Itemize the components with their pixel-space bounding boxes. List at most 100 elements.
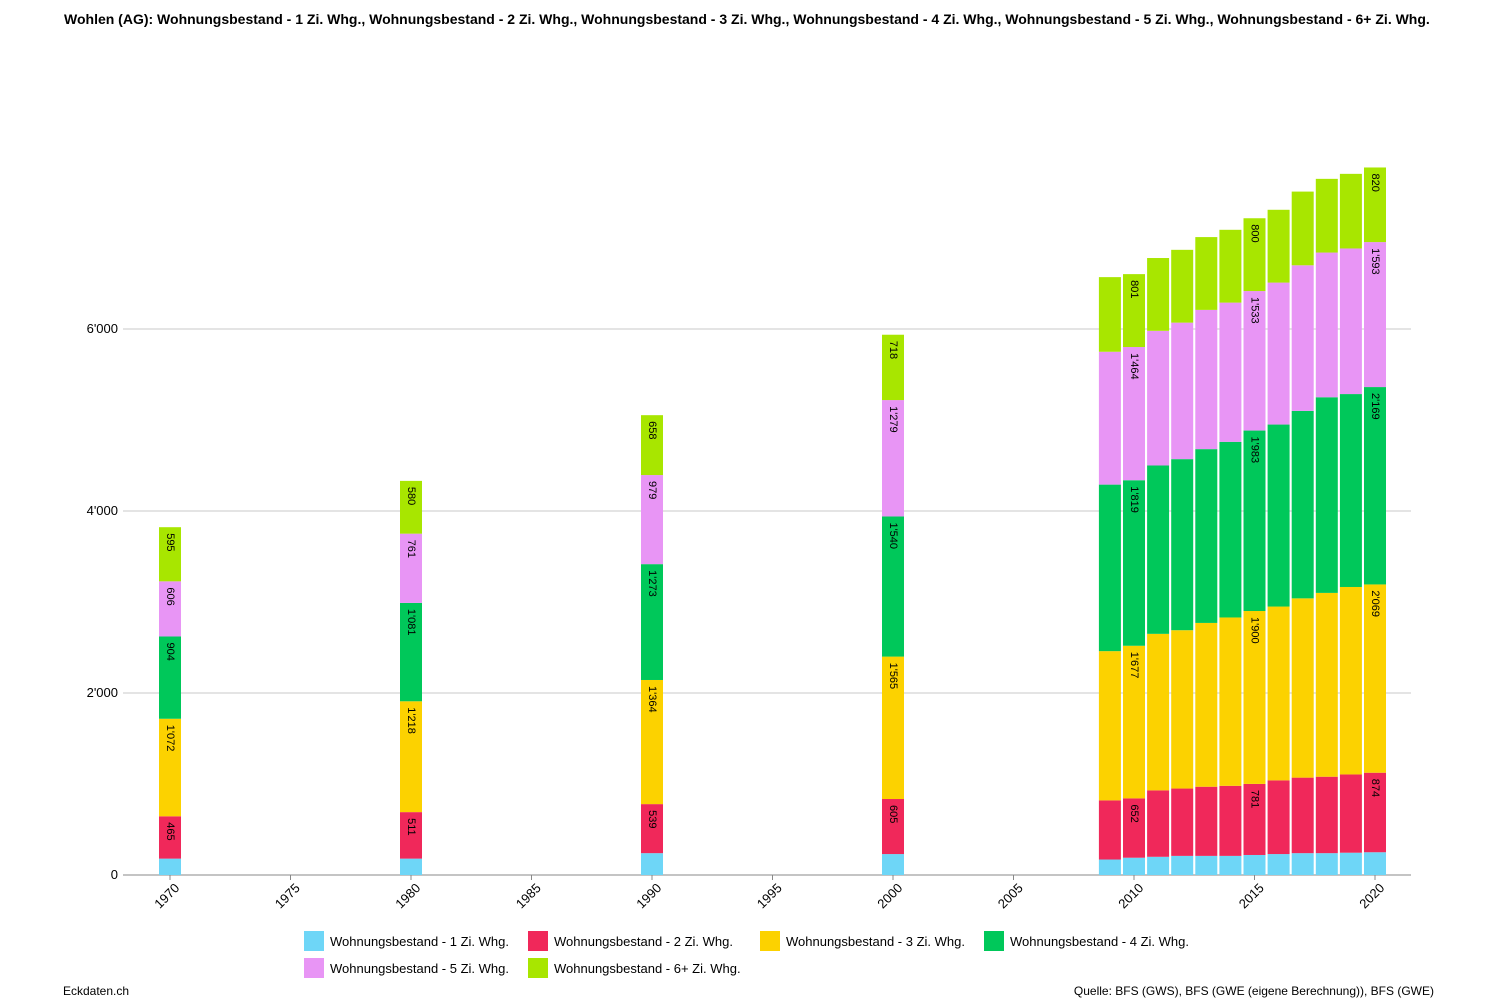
data-label: 580 [405,487,417,505]
data-label: 2'169 [1369,393,1381,420]
legend-item[interactable]: Wohnungsbestand - 4 Zi. Whg. [984,931,1189,951]
data-labels: 465 1'072 904 606 595 511 1'218 1'081 761 580 539 1… [164,173,1381,840]
bar-segment [1147,258,1170,331]
bar-segment [1219,785,1242,856]
bar-segment [641,415,663,476]
data-label: 1'273 [646,570,658,597]
data-label: 1'081 [405,609,417,636]
bar-segment [1147,465,1170,634]
bar-segment [159,718,181,817]
bar-segment [1315,853,1338,875]
bar-segment [1123,480,1145,646]
bar-segment [641,564,663,680]
data-label: 2'069 [1369,590,1381,617]
legend-item[interactable]: Wohnungsbestand - 1 Zi. Whg. [304,931,509,951]
bar-segment [1339,852,1362,875]
data-label: 904 [164,642,176,660]
bar-segment [1219,617,1242,786]
bar-segment [1315,776,1338,854]
data-label: 539 [646,810,658,828]
bar-segment [1243,783,1266,855]
footer-site: Eckdaten.ch [63,984,130,998]
bar-segment [1315,178,1338,253]
bars [159,167,1386,875]
bar-segment [400,812,422,859]
bar-segment [1195,622,1218,787]
chart-title: Wohlen (AG): Wohnungsbestand - 1 Zi. Whg… [64,11,1430,27]
legend-swatch [984,931,1004,951]
bar-segment [1267,424,1290,607]
y-tick-label: 0 [111,867,118,882]
bar-segment [1219,441,1242,618]
data-label: 606 [164,587,176,605]
bar-segment [159,636,181,719]
data-label: 1'364 [646,686,658,713]
bar-segment [1267,606,1290,781]
bar-segment [1291,777,1314,854]
bar-segment [1267,854,1290,875]
data-label: 874 [1369,779,1381,797]
bar-segment [882,334,904,401]
x-tick-label: 1970 [151,880,182,911]
y-tick-label: 6'000 [87,321,118,336]
bar-segment [1339,774,1362,853]
bar-segment [1267,209,1290,283]
legend-item[interactable]: Wohnungsbestand - 3 Zi. Whg. [760,931,965,951]
x-tick-label: 1975 [272,880,303,911]
bar-segment [1243,291,1266,431]
bar-segment [1315,252,1338,398]
data-label: 605 [887,805,899,823]
x-tick-label: 2010 [1115,880,1146,911]
data-label: 1'533 [1249,297,1261,324]
bar-segment [1195,237,1218,310]
bar-segment [1147,790,1170,857]
bar-segment [1098,484,1121,652]
bar-segment [882,799,904,855]
bar-segment [1123,857,1145,875]
bar-segment [1098,351,1121,485]
bar-segment [1123,347,1145,481]
data-label: 1'279 [887,406,899,433]
bar-segment [1171,788,1194,856]
x-tick-label: 1995 [754,880,785,911]
bar-segment [641,853,663,875]
legend-label: Wohnungsbestand - 1 Zi. Whg. [330,933,509,949]
bar-segment [1291,265,1314,411]
legend-item[interactable]: Wohnungsbestand - 2 Zi. Whg. [528,931,733,951]
bar-segment [1171,630,1194,789]
bar-segment [1315,592,1338,777]
data-label: 781 [1249,790,1261,808]
bar-segment [1219,855,1242,875]
bar-segment [159,858,181,875]
data-label: 595 [164,533,176,551]
legend-label: Wohnungsbestand - 3 Zi. Whg. [786,933,965,949]
legend-item[interactable]: Wohnungsbestand - 6+ Zi. Whg. [528,958,741,978]
bar-segment [1243,611,1266,784]
bar-segment [400,602,422,702]
data-label: 1'900 [1249,617,1261,644]
bar-segment [1243,218,1266,292]
data-label: 1'540 [887,522,899,549]
data-label: 652 [1128,804,1140,822]
bar-segment [400,858,422,875]
y-tick-label: 4'000 [87,503,118,518]
bar-segment [882,854,904,875]
data-label: 1'819 [1128,486,1140,513]
bar-segment [400,533,422,603]
bar-segment [641,679,663,805]
legend-swatch [760,931,780,951]
legend-swatch [528,931,548,951]
bar-segment [882,400,904,517]
legend-label: Wohnungsbestand - 5 Zi. Whg. [330,960,509,976]
bar-segment [1098,859,1121,875]
bar-segment [1195,449,1218,623]
bar-segment [1123,645,1145,799]
data-label: 1'072 [164,725,176,752]
data-label: 1'464 [1128,353,1140,380]
bar-segment [1364,772,1386,853]
x-tick-label: 2005 [995,880,1026,911]
data-label: 511 [405,818,417,836]
bar-segment [1364,387,1386,585]
legend-item[interactable]: Wohnungsbestand - 5 Zi. Whg. [304,958,509,978]
y-tick-label: 2'000 [87,685,118,700]
